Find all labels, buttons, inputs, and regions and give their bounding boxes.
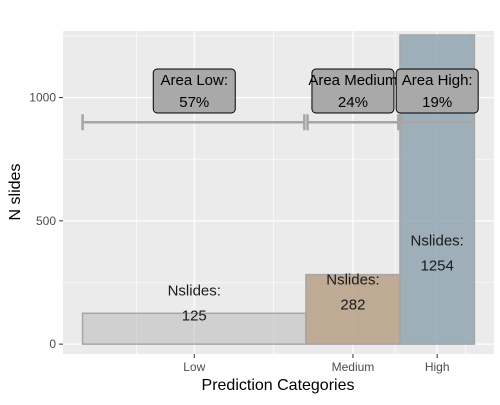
bar-label-value-high: 1254 xyxy=(420,258,453,275)
y-axis-ticks: 0 500 1000 xyxy=(29,91,63,351)
y-tick-label: 0 xyxy=(49,337,56,351)
x-tick-label-low: Low xyxy=(183,360,205,374)
x-tick-label-high: High xyxy=(425,360,450,374)
bar-labels: Nslides: 125 Nslides: 282 Nslides: 1254 xyxy=(168,233,464,325)
area-label-value-0: 57% xyxy=(179,94,209,111)
bar-label-title-medium: Nslides: xyxy=(326,272,379,289)
area-label-title-1: Area Medium xyxy=(308,72,397,89)
area-label-box-0 xyxy=(152,68,236,114)
y-axis-title: N slides xyxy=(7,164,24,221)
y-tick-label: 500 xyxy=(36,214,56,228)
bar-label-title-low: Nslides: xyxy=(168,282,221,299)
area-label-title-2: Area High: xyxy=(402,72,473,89)
y-tick-label: 1000 xyxy=(29,91,56,105)
x-axis-title: Prediction Categories xyxy=(202,377,355,394)
area-label-value-1: 24% xyxy=(338,94,368,111)
bar-medium xyxy=(305,273,401,345)
area-labels: Area Low: 57% Area Medium 24% Area High: 19% xyxy=(152,68,479,114)
bar-low xyxy=(81,312,307,345)
x-tick-label-medium: Medium xyxy=(332,360,375,374)
area-label-box-1 xyxy=(311,68,395,114)
area-label-value-2: 19% xyxy=(422,94,452,111)
area-brackets xyxy=(81,114,475,131)
bar-label-value-low: 125 xyxy=(182,307,207,324)
bar-label-value-medium: 282 xyxy=(340,297,365,314)
area-label-box-2 xyxy=(395,68,479,114)
x-axis-ticks: Low Medium High xyxy=(183,354,450,374)
area-label-title-0: Area Low: xyxy=(160,72,228,89)
bar-label-title-high: Nslides: xyxy=(411,233,464,250)
